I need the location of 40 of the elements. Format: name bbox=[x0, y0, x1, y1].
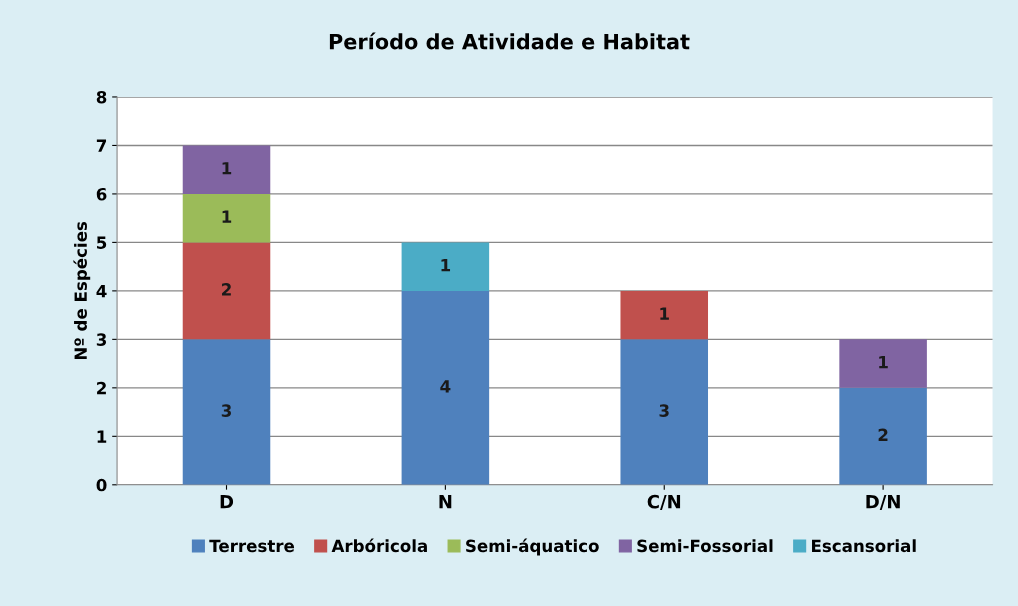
y-tick-label: 0 bbox=[96, 478, 107, 492]
bar bbox=[182, 242, 271, 340]
y-tick-label: 8 bbox=[96, 90, 107, 104]
bar bbox=[401, 290, 490, 485]
legend-label: Semi-áquatico bbox=[466, 538, 599, 556]
x-tick-label: C/N bbox=[647, 494, 681, 510]
data-label: 1 bbox=[441, 259, 451, 272]
y-tick-label: 5 bbox=[97, 236, 107, 249]
x-tick-label: D bbox=[220, 495, 234, 509]
y-tick-label: 7 bbox=[96, 139, 107, 152]
chart-title: Período de Atividade e Habitat bbox=[329, 32, 690, 50]
bar bbox=[182, 339, 271, 485]
y-tick-label: 1 bbox=[97, 430, 107, 443]
y-axis-title: Nº de Espécies bbox=[73, 221, 91, 360]
data-label: 2 bbox=[878, 428, 888, 441]
data-label: 1 bbox=[879, 356, 888, 369]
y-tick-label: 3 bbox=[96, 333, 107, 346]
data-label: 1 bbox=[222, 162, 232, 175]
data-label: 4 bbox=[440, 380, 451, 393]
legend-label: Escansorial bbox=[812, 539, 916, 553]
data-label: 3 bbox=[221, 404, 231, 417]
data-label: 1 bbox=[222, 210, 232, 223]
y-tick-label: 2 bbox=[97, 381, 106, 395]
bar bbox=[839, 387, 927, 485]
data-label: 1 bbox=[660, 307, 669, 320]
bar bbox=[401, 242, 490, 291]
data-label: 3 bbox=[659, 404, 669, 417]
legend-label: Semi-Fossorial bbox=[637, 539, 773, 553]
y-tick-label: 6 bbox=[96, 187, 107, 201]
bar bbox=[620, 339, 709, 485]
x-tick-label: D/N bbox=[866, 495, 900, 510]
legend-label: Arbóricola bbox=[331, 538, 427, 553]
bar bbox=[620, 290, 709, 340]
bar bbox=[182, 145, 271, 194]
legend-label: Terrestre bbox=[209, 539, 295, 553]
y-tick-label: 4 bbox=[96, 285, 107, 298]
bar bbox=[182, 193, 271, 243]
bar bbox=[839, 339, 927, 388]
x-tick-label: N bbox=[439, 495, 452, 509]
data-label: 2 bbox=[222, 283, 231, 296]
